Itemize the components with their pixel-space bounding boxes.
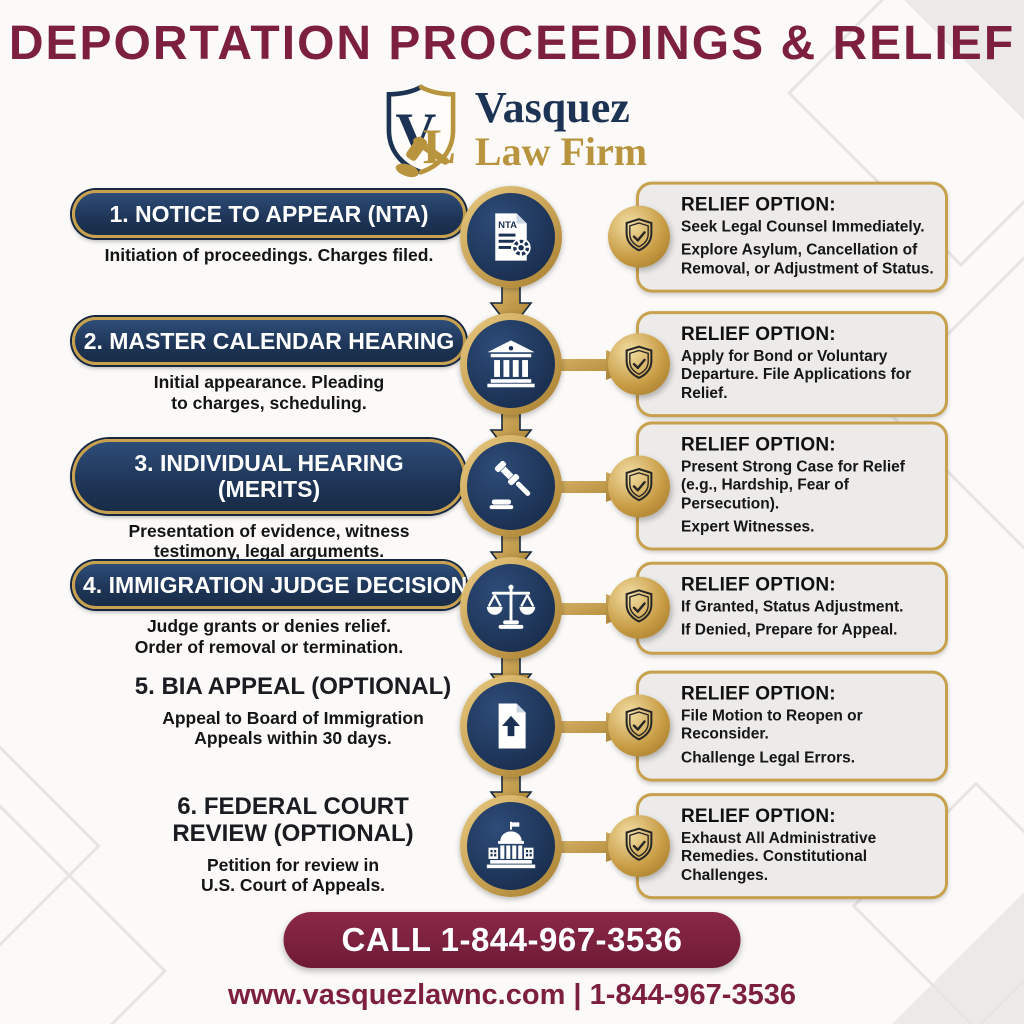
law-firm-name-top: Vasquez — [474, 83, 630, 133]
step-title-line: 6. FEDERAL COURT — [177, 793, 409, 820]
step-text-block: 2. MASTER CALENDAR HEARING Initial appea… — [72, 304, 466, 413]
relief-option-heading: RELIEF OPTION: — [681, 574, 836, 596]
call-button[interactable]: CALL 1-844-967-3536 — [283, 912, 741, 968]
relief-option-text: Apply for Bond or Voluntary Departure. F… — [681, 348, 912, 402]
step-description-line: testimony, legal arguments. — [153, 541, 385, 562]
step-row: 5. BIA APPEAL (OPTIONAL) Appeal to Board… — [0, 666, 1024, 820]
relief-option-heading: RELIEF OPTION: — [681, 194, 836, 216]
step-row: 6. FEDERAL COURT REVIEW (OPTIONAL) Petiti… — [0, 786, 1024, 906]
step-title: 5. BIA APPEAL (OPTIONAL) — [120, 673, 466, 701]
step-text-block: 1. NOTICE TO APPEAR (NTA) Initiation of … — [72, 177, 466, 266]
courthouse-icon — [484, 337, 538, 391]
scales-of-justice-icon — [484, 581, 538, 635]
step-icon-circle — [460, 313, 562, 415]
step-title: 3. INDIVIDUAL HEARING (MERITS) — [72, 439, 466, 514]
relief-option-heading: RELIEF OPTION: — [681, 683, 836, 705]
step-icon-circle — [460, 557, 562, 659]
step-title-line: REVIEW (OPTIONAL) — [172, 819, 414, 847]
shield-check-icon — [608, 333, 670, 395]
gavel-icon — [484, 459, 538, 513]
step-title-line: 4. IMMIGRATION JUDGE DECISION — [83, 572, 468, 598]
step-text-block: 3. INDIVIDUAL HEARING (MERITS) Presentati… — [72, 426, 466, 561]
step-icon-circle: NTA — [460, 186, 562, 288]
step-title-line: 5. BIA APPEAL (OPTIONAL) — [134, 673, 452, 700]
law-firm-logo: V L Vasquez Law Firm — [0, 82, 1024, 178]
step-icon-circle — [460, 435, 562, 537]
step-description-line: U.S. Court of Appeals. — [200, 875, 386, 896]
law-firm-name: Vasquez Law Firm — [474, 83, 648, 175]
step-description-line: Presentation of evidence, witness — [128, 520, 410, 541]
relief-option-card: RELIEF OPTION: Present Strong Case for R… — [608, 421, 948, 551]
step-row: 4. IMMIGRATION JUDGE DECISION Judge gran… — [0, 548, 1024, 702]
relief-option-text: If Denied, Prepare for Appeal. — [681, 622, 898, 639]
step-title: 6. FEDERAL COURT REVIEW (OPTIONAL) — [120, 793, 466, 848]
step-title: 4. IMMIGRATION JUDGE DECISION — [72, 561, 468, 610]
relief-option-heading: RELIEF OPTION: — [681, 324, 836, 346]
step-description-line: Petition for review in — [206, 854, 380, 875]
shield-check-icon — [608, 695, 670, 757]
step-description: Judge grants or denies relief. Order of r… — [72, 616, 466, 657]
relief-option-heading: RELIEF OPTION: — [681, 434, 836, 456]
relief-option-card: RELIEF OPTION: If Granted, Status Adjust… — [608, 561, 948, 655]
step-description-line: Judge grants or denies relief. — [146, 616, 392, 637]
appeal-document-icon — [484, 699, 538, 753]
step-icon-circle — [460, 675, 562, 777]
step-description-line: Order of removal or termination. — [134, 636, 404, 657]
step-title-line: (MERITS) — [217, 476, 321, 503]
relief-option-heading: RELIEF OPTION: — [681, 806, 836, 828]
relief-option-card: RELIEF OPTION: Exhaust All Administrativ… — [608, 793, 948, 899]
law-firm-name-bottom: Law Firm — [474, 129, 648, 175]
step-description: Petition for review in U.S. Court of Appe… — [120, 855, 466, 896]
relief-option-card: RELIEF OPTION: Apply for Bond or Volunta… — [608, 311, 948, 417]
step-description-line: Appeals within 30 days. — [194, 728, 392, 749]
shield-check-icon — [608, 577, 670, 639]
step-title: 2. MASTER CALENDAR HEARING — [72, 317, 466, 366]
footer-contact-link[interactable]: www.vasquezlawnc.com | 1-844-967-3536 — [228, 979, 796, 1011]
shield-check-icon — [608, 455, 670, 517]
step-description: Presentation of evidence, witness testimo… — [72, 521, 466, 562]
step-row: 2. MASTER CALENDAR HEARING Initial appea… — [0, 304, 1024, 458]
step-description: Initiation of proceedings. Charges filed… — [72, 245, 466, 265]
relief-option-text: Challenge Legal Errors. — [681, 749, 855, 767]
relief-option-text: If Granted, Status Adjustment. — [681, 598, 904, 616]
step-title-line: 1. NOTICE TO APPEAR (NTA) — [109, 201, 429, 227]
page-title: DEPORTATION PROCEEDINGS & RELIEF — [8, 17, 1016, 70]
vl-shield-logo-icon: V L — [377, 82, 465, 178]
relief-option-text: Exhaust All Administrative Remedies. Con… — [681, 830, 877, 884]
capitol-icon — [484, 819, 538, 873]
step-description-line: Appeal to Board of Immigration — [162, 707, 424, 728]
step-title-line: 2. MASTER CALENDAR HEARING — [83, 328, 455, 354]
step-title: 1. NOTICE TO APPEAR (NTA) — [72, 190, 466, 239]
step-icon-circle — [460, 795, 562, 897]
step-text-block: 6. FEDERAL COURT REVIEW (OPTIONAL) Petiti… — [72, 786, 466, 895]
step-description: Initial appearance. Pleading to charges, … — [72, 372, 466, 413]
step-row: 1. NOTICE TO APPEAR (NTA) Initiation of … — [0, 177, 1024, 331]
relief-option-text: Seek Legal Counsel Immediately. — [681, 218, 925, 236]
step-description-line: to charges, scheduling. — [171, 392, 367, 413]
shield-check-icon — [608, 815, 670, 877]
relief-option-text: File Motion to Reopen or Reconsider. — [681, 707, 863, 743]
relief-option-card: RELIEF OPTION: File Motion to Reopen or … — [608, 670, 948, 782]
step-row: 3. INDIVIDUAL HEARING (MERITS) Presentati… — [0, 421, 1024, 580]
step-description-line: Initial appearance. Pleading — [153, 372, 385, 393]
relief-option-text: Present Strong Case for Relief (e.g., Ha… — [681, 458, 905, 512]
step-description-line: Initiation of proceedings. Charges filed… — [104, 245, 434, 266]
step-text-block: 5. BIA APPEAL (OPTIONAL) Appeal to Board… — [72, 666, 466, 748]
nta-document-icon: NTA — [484, 210, 538, 264]
relief-option-text: Explore Asylum, Cancellation of Removal,… — [681, 241, 934, 278]
relief-option-card: RELIEF OPTION: Seek Legal Counsel Immedi… — [608, 181, 948, 293]
step-description: Appeal to Board of Immigration Appeals wi… — [120, 708, 466, 749]
step-title-line: 3. INDIVIDUAL HEARING — [134, 450, 404, 476]
step-text-block: 4. IMMIGRATION JUDGE DECISION Judge gran… — [72, 548, 468, 657]
relief-option-text: Expert Witnesses. — [681, 518, 815, 536]
svg-text:NTA: NTA — [498, 220, 517, 231]
shield-check-icon — [608, 206, 670, 268]
